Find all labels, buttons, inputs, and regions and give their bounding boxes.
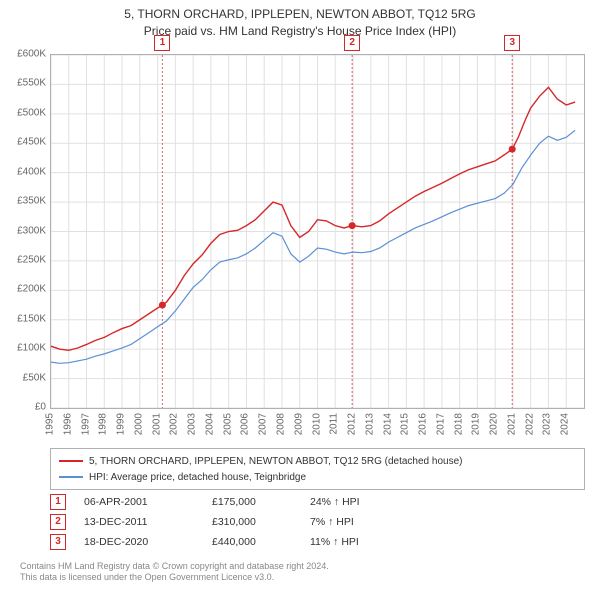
x-tick-label: 2011: [329, 413, 340, 435]
legend-swatch-2: [59, 476, 83, 478]
y-tick-label: £250K: [17, 254, 46, 265]
y-tick-label: £300K: [17, 225, 46, 236]
x-tick-label: 2001: [151, 413, 162, 435]
y-tick-label: £200K: [17, 284, 46, 295]
x-tick-label: 2009: [293, 413, 304, 435]
sale-price: £310,000: [212, 516, 292, 528]
sale-row: 2 13-DEC-2011 £310,000 7% ↑ HPI: [50, 512, 585, 532]
x-tick-label: 2013: [364, 413, 375, 435]
legend-swatch-1: [59, 460, 83, 462]
x-tick-label: 2023: [542, 413, 553, 435]
sale-diff: 7% ↑ HPI: [310, 516, 440, 528]
sale-marker-box: 3: [50, 534, 66, 550]
x-tick-label: 1999: [116, 413, 127, 435]
y-tick-label: £600K: [17, 49, 46, 60]
y-tick-label: £450K: [17, 137, 46, 148]
x-tick-label: 2014: [382, 413, 393, 435]
sales-table: 1 06-APR-2001 £175,000 24% ↑ HPI 2 13-DEC-201…: [50, 492, 585, 552]
x-tick-label: 2005: [222, 413, 233, 435]
legend-label-2: HPI: Average price, detached house, Teig…: [89, 472, 306, 483]
sale-price: £175,000: [212, 496, 292, 508]
x-tick-label: 2024: [560, 413, 571, 435]
x-tick-label: 2000: [133, 413, 144, 435]
event-marker-box: 2: [344, 35, 360, 51]
event-dot: [509, 146, 516, 153]
x-tick-label: 2004: [204, 413, 215, 435]
sale-row: 1 06-APR-2001 £175,000 24% ↑ HPI: [50, 492, 585, 512]
y-tick-label: £0: [35, 402, 46, 413]
legend-row-series1: 5, THORN ORCHARD, IPPLEPEN, NEWTON ABBOT…: [59, 453, 576, 469]
x-tick-label: 2022: [524, 413, 535, 435]
x-tick-label: 1995: [45, 413, 56, 435]
sale-date: 13-DEC-2011: [84, 516, 194, 528]
x-axis: 1995199619971998199920002001200220032004…: [50, 409, 585, 449]
footer-line-1: Contains HM Land Registry data © Crown c…: [20, 561, 329, 573]
title-address: 5, THORN ORCHARD, IPPLEPEN, NEWTON ABBOT…: [0, 6, 600, 23]
x-tick-label: 1997: [80, 413, 91, 435]
x-tick-label: 2019: [471, 413, 482, 435]
chart-svg: [51, 55, 584, 408]
y-tick-label: £350K: [17, 196, 46, 207]
legend: 5, THORN ORCHARD, IPPLEPEN, NEWTON ABBOT…: [50, 448, 585, 490]
series-price-paid: [51, 87, 575, 350]
x-tick-label: 2021: [506, 413, 517, 435]
sale-price: £440,000: [212, 536, 292, 548]
chart-container: 5, THORN ORCHARD, IPPLEPEN, NEWTON ABBOT…: [0, 0, 600, 590]
x-tick-label: 2003: [187, 413, 198, 435]
x-tick-label: 2015: [400, 413, 411, 435]
x-tick-label: 1998: [98, 413, 109, 435]
y-tick-label: £150K: [17, 313, 46, 324]
sale-diff: 24% ↑ HPI: [310, 496, 440, 508]
series-hpi: [51, 130, 575, 363]
x-tick-label: 2017: [435, 413, 446, 435]
footer-line-2: This data is licensed under the Open Gov…: [20, 572, 329, 584]
x-tick-label: 2002: [169, 413, 180, 435]
x-tick-label: 1996: [62, 413, 73, 435]
event-dot: [159, 302, 166, 309]
event-marker-box: 3: [504, 35, 520, 51]
sale-date: 06-APR-2001: [84, 496, 194, 508]
title-block: 5, THORN ORCHARD, IPPLEPEN, NEWTON ABBOT…: [0, 0, 600, 40]
chart-plot-area: 123: [50, 54, 585, 409]
x-tick-label: 2006: [240, 413, 251, 435]
x-tick-label: 2008: [275, 413, 286, 435]
event-marker-box: 1: [154, 35, 170, 51]
footer: Contains HM Land Registry data © Crown c…: [20, 561, 329, 584]
sale-diff: 11% ↑ HPI: [310, 536, 440, 548]
y-tick-label: £500K: [17, 107, 46, 118]
x-tick-label: 2012: [347, 413, 358, 435]
x-tick-label: 2007: [258, 413, 269, 435]
event-dot: [349, 222, 356, 229]
y-axis: £0£50K£100K£150K£200K£250K£300K£350K£400…: [0, 54, 50, 409]
y-tick-label: £400K: [17, 166, 46, 177]
sale-marker-box: 2: [50, 514, 66, 530]
y-tick-label: £100K: [17, 343, 46, 354]
x-tick-label: 2018: [453, 413, 464, 435]
legend-row-series2: HPI: Average price, detached house, Teig…: [59, 469, 576, 485]
x-tick-label: 2010: [311, 413, 322, 435]
x-tick-label: 2016: [418, 413, 429, 435]
sale-marker-box: 1: [50, 494, 66, 510]
y-tick-label: £550K: [17, 78, 46, 89]
y-tick-label: £50K: [23, 372, 46, 383]
sale-date: 18-DEC-2020: [84, 536, 194, 548]
sale-row: 3 18-DEC-2020 £440,000 11% ↑ HPI: [50, 532, 585, 552]
legend-label-1: 5, THORN ORCHARD, IPPLEPEN, NEWTON ABBOT…: [89, 456, 462, 467]
x-tick-label: 2020: [489, 413, 500, 435]
